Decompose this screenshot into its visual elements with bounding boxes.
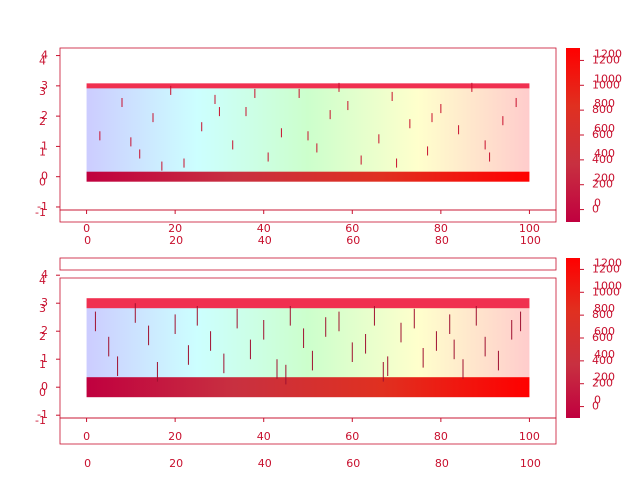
x-tick-label: 100 <box>520 457 541 470</box>
colorbar-tick-label: 200 <box>594 371 615 384</box>
y-tick-label: 3 <box>39 85 46 98</box>
colorbar-tick-label: 400 <box>594 348 615 361</box>
x-tick-label: 60 <box>345 222 359 235</box>
x-tick-label: 40 <box>258 457 272 470</box>
colorbar-tick-label: 0 <box>594 394 601 407</box>
colorbar-tick-label: 1000 <box>592 78 620 91</box>
y-tick-label: -1 <box>37 200 48 213</box>
y-tick-label: -1 <box>35 206 46 219</box>
x-tick-label: 80 <box>434 222 448 235</box>
y-tick-label: 0 <box>41 380 48 393</box>
twin-axes-box <box>59 417 557 445</box>
y-tick-label: 4 <box>41 49 48 62</box>
y-tick-label: 1 <box>39 145 46 158</box>
colorbar-tick-label: 800 <box>594 97 615 110</box>
y-tick-label: 4 <box>41 268 48 281</box>
x-tick-label: 0 <box>83 222 90 235</box>
colorbar-tick-label: 600 <box>592 331 613 344</box>
twin-axes-box <box>59 209 557 223</box>
x-tick-label: 100 <box>519 222 540 235</box>
axes-box <box>59 47 557 211</box>
x-tick-label: 80 <box>434 430 448 443</box>
colorbar-tick-label: 800 <box>592 308 613 321</box>
bottom-band <box>86 377 530 398</box>
y-tick-label: 0 <box>39 176 46 189</box>
colorbar-tick-label: 1200 <box>592 262 620 275</box>
x-tick-label: 40 <box>258 234 272 247</box>
colorbar-tick-label: 400 <box>594 147 615 160</box>
y-tick-label: 4 <box>39 55 46 68</box>
y-tick-label: -1 <box>37 408 48 421</box>
x-tick-label: 60 <box>346 234 360 247</box>
x-tick-label: 20 <box>168 430 182 443</box>
x-tick-label: 60 <box>346 457 360 470</box>
y-tick-label: 0 <box>39 386 46 399</box>
colorbar-tick-label: 200 <box>592 377 613 390</box>
colorbar-tick-label: 600 <box>594 122 615 135</box>
y-tick-label: 4 <box>39 274 46 287</box>
colorbar-tick-label: 400 <box>592 354 613 367</box>
y-tick-label: 2 <box>39 330 46 343</box>
y-tick-label: 3 <box>39 302 46 315</box>
colorbar-tick-label: 1000 <box>594 279 622 292</box>
y-tick-label: -1 <box>35 414 46 427</box>
colorbar-tick-label: 1200 <box>594 47 622 60</box>
colorbar-tick-label: 1000 <box>594 72 622 85</box>
y-tick-label: 3 <box>41 79 48 92</box>
x-tick-label: 20 <box>169 234 183 247</box>
colorbar-tick-label: 200 <box>594 172 615 185</box>
x-tick-label: 0 <box>84 234 91 247</box>
image <box>86 303 530 388</box>
y-tick-label: 3 <box>41 296 48 309</box>
top-band <box>86 83 530 89</box>
y-tick-label: 2 <box>41 109 48 122</box>
bottom-band <box>86 171 530 182</box>
x-tick-label: 80 <box>435 457 449 470</box>
colorbar-tick-label: 200 <box>592 178 613 191</box>
x-tick-label: 60 <box>345 430 359 443</box>
colorbar <box>566 48 580 222</box>
x-tick-label: 80 <box>435 234 449 247</box>
colorbar-tick-label: 0 <box>594 197 601 210</box>
x-tick-label: 100 <box>519 430 540 443</box>
x-tick-label: 20 <box>169 457 183 470</box>
colorbar-tick-label: 1000 <box>592 285 620 298</box>
y-tick-label: 1 <box>39 358 46 371</box>
colorbar-tick-label: 0 <box>592 203 599 216</box>
x-tick-label: 100 <box>520 234 541 247</box>
top-band <box>86 298 530 309</box>
colorbar-tick-label: 0 <box>592 400 599 413</box>
y-tick-label: 2 <box>41 324 48 337</box>
colorbar-tick-label: 400 <box>592 153 613 166</box>
x-tick-label: 0 <box>84 457 91 470</box>
y-tick-label: 1 <box>41 139 48 152</box>
colorbar-tick-label: 800 <box>592 103 613 116</box>
colorbar-tick-label: 1200 <box>594 256 622 269</box>
x-tick-label: 20 <box>168 222 182 235</box>
y-tick-label: 2 <box>39 115 46 128</box>
colorbar-tick-label: 1200 <box>592 53 620 66</box>
y-tick-label: 0 <box>41 170 48 183</box>
x-tick-label: 0 <box>83 430 90 443</box>
colorbar-tick-label: 800 <box>594 302 615 315</box>
x-tick-label: 40 <box>257 430 271 443</box>
axes-box <box>59 277 557 419</box>
colorbar-tick-label: 600 <box>592 128 613 141</box>
colorbar-tick-label: 600 <box>594 325 615 338</box>
x-tick-label: 40 <box>257 222 271 235</box>
colorbar <box>566 258 580 418</box>
twin-axes-box <box>59 257 557 271</box>
y-tick-label: 1 <box>41 352 48 365</box>
